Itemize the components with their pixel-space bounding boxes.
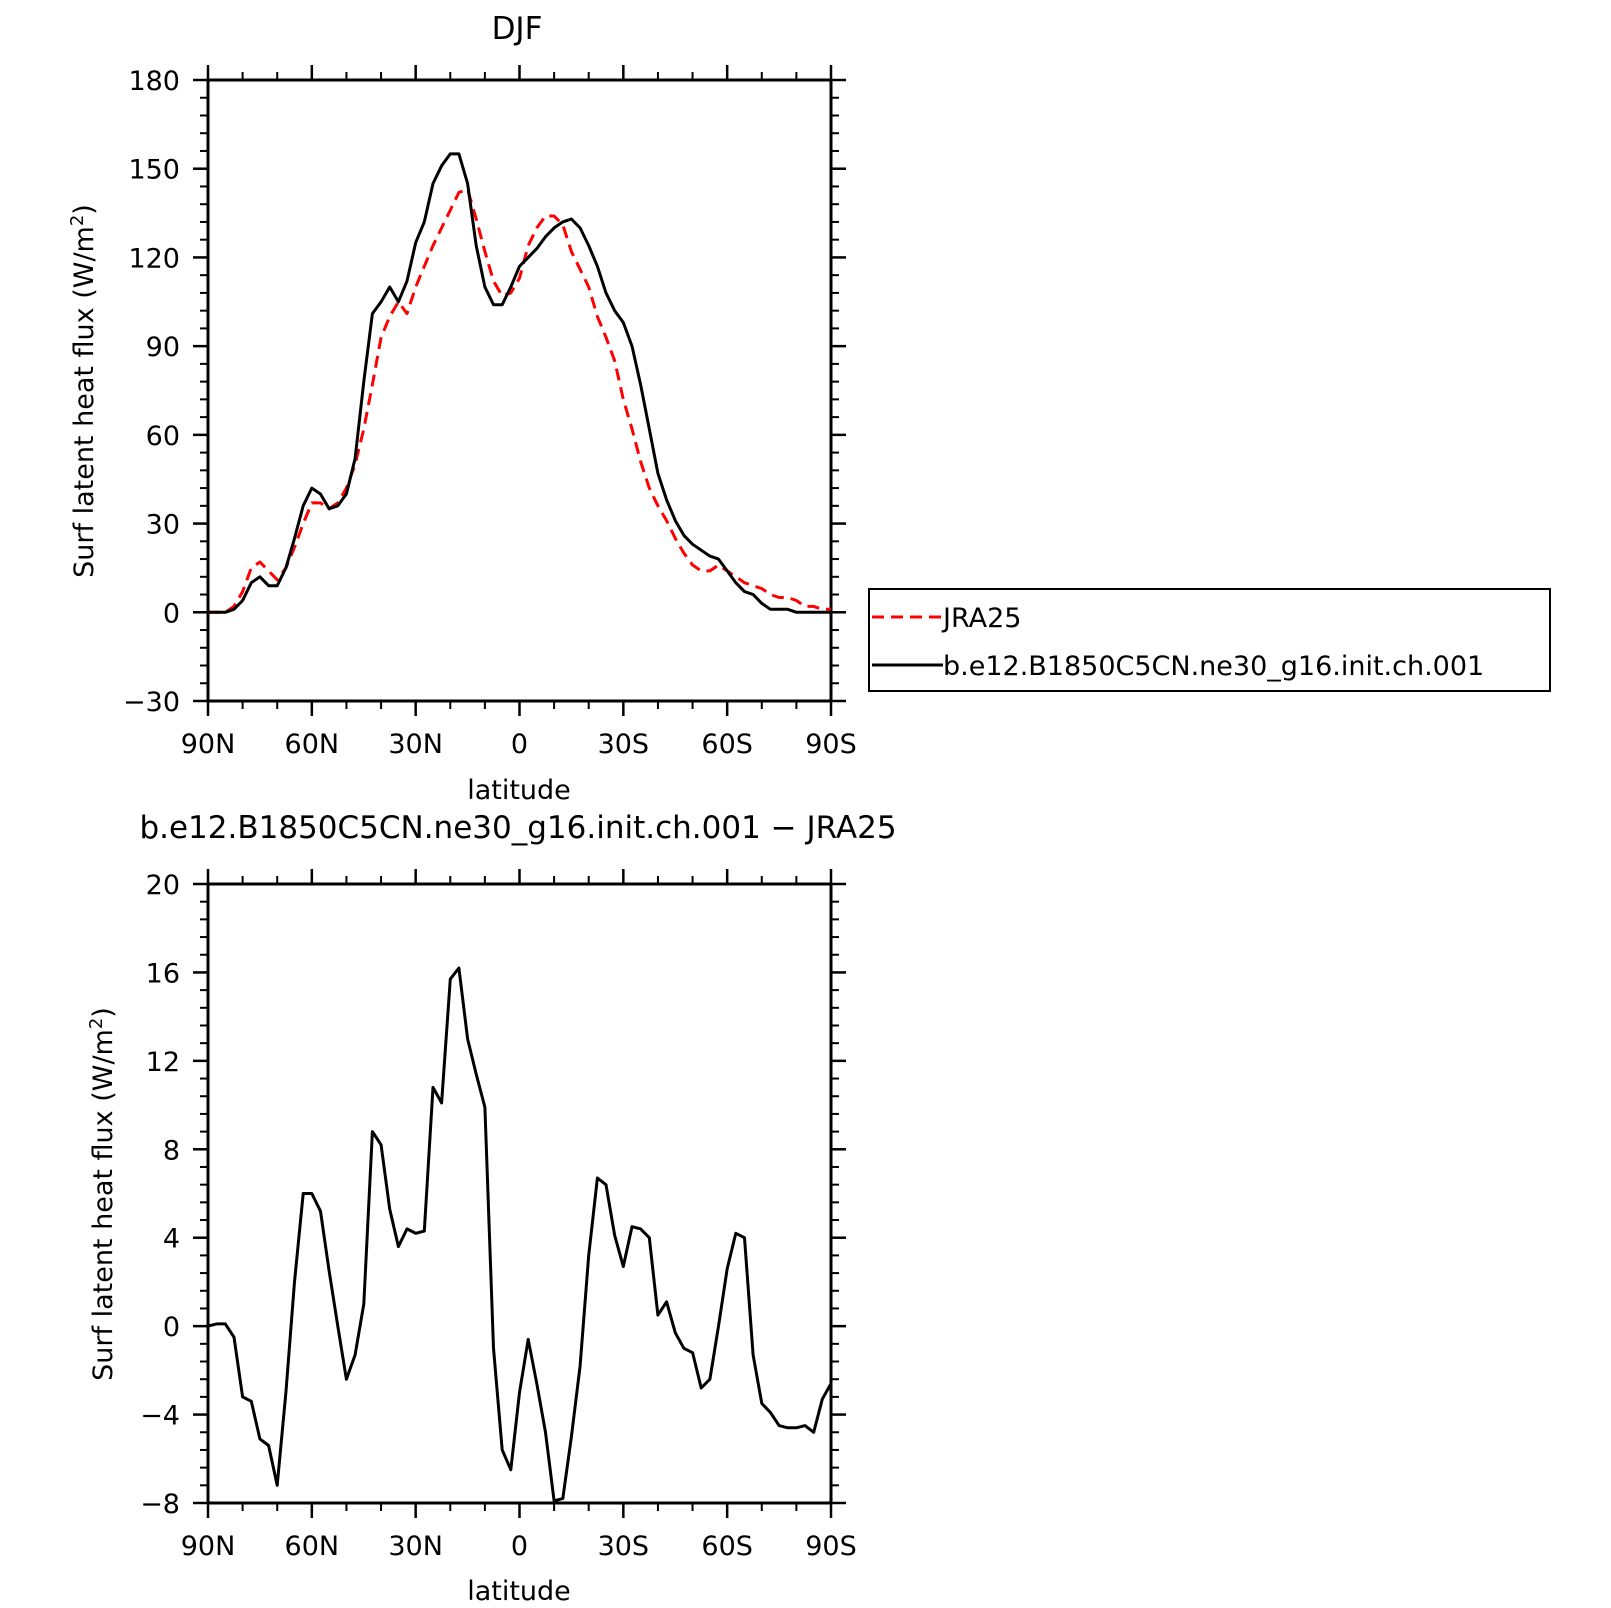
top-y-tick-labels: −30 0 30 60 90 120 150 180 xyxy=(123,66,180,718)
y-tick-label: 0 xyxy=(163,1312,180,1343)
y-tick-label: 90 xyxy=(146,332,180,363)
legend: JRA25 b.e12.B1850C5CN.ne30_g16.init.ch.0… xyxy=(868,588,1551,692)
top-major-ticks xyxy=(193,65,846,716)
bottom-plot-title: b.e12.B1850C5CN.ne30_g16.init.ch.001 − J… xyxy=(139,810,896,846)
legend-box xyxy=(868,588,1551,692)
y-tick-label: 120 xyxy=(128,243,180,274)
x-tick-label: 60S xyxy=(701,1531,753,1562)
y-tick-label: −4 xyxy=(140,1401,180,1432)
y-tick-label: 12 xyxy=(146,1047,180,1078)
top-x-axis-title: latitude xyxy=(467,775,571,806)
y-tick-label: 60 xyxy=(146,421,180,452)
x-tick-label: 90S xyxy=(805,1531,857,1562)
bottom-y-axis-title: Surf latent heat flux (W/m2) xyxy=(86,1007,119,1381)
bottom-x-axis-title: latitude xyxy=(467,1576,571,1607)
y-tick-label: −30 xyxy=(123,687,180,718)
x-tick-label: 60N xyxy=(285,729,340,760)
series-line-model xyxy=(207,966,833,1503)
y-tick-label: 8 xyxy=(163,1135,180,1166)
top-minor-ticks xyxy=(200,72,839,709)
bottom-x-tick-labels: 90N 60N 30N 0 30S 60S 90S xyxy=(181,1531,857,1562)
series-line-jra25 xyxy=(208,187,831,614)
bottom-series-lines xyxy=(207,966,833,1503)
legend-label-jra25: JRA25 xyxy=(941,603,1021,634)
top-plot-frame xyxy=(206,78,833,703)
y-tick-label: 4 xyxy=(163,1224,180,1255)
x-tick-label: 60N xyxy=(285,1531,340,1562)
bottom-major-ticks xyxy=(193,869,846,1518)
y-tick-label: 30 xyxy=(146,510,180,541)
y-tick-label: 150 xyxy=(128,155,180,186)
bottom-minor-ticks xyxy=(200,876,839,1511)
y-tick-label: 180 xyxy=(128,66,180,97)
y-tick-label: −8 xyxy=(140,1489,180,1520)
series-line-model xyxy=(208,152,831,614)
top-x-tick-labels: 90N 60N 30N 0 30S 60S 90S xyxy=(181,729,857,760)
x-tick-label: 90N xyxy=(181,1531,236,1562)
top-series-lines xyxy=(208,152,831,614)
x-tick-label: 30S xyxy=(598,729,650,760)
top-y-axis-title: Surf latent heat flux (W/m2) xyxy=(67,204,100,578)
top-plot-title: DJF xyxy=(492,11,543,47)
x-tick-label: 0 xyxy=(511,1531,528,1562)
top-plot: DJF −30 0 30 60 90 120 150 180 90N 60N 30N 0 30S 60S… xyxy=(67,11,1551,806)
y-tick-label: 16 xyxy=(146,958,180,989)
bottom-y-tick-labels: −8 −4 0 4 8 12 16 20 xyxy=(140,870,180,1520)
x-tick-label: 30N xyxy=(388,729,443,760)
y-tick-label: 20 xyxy=(146,870,180,901)
x-tick-label: 90N xyxy=(181,729,236,760)
legend-label-model: b.e12.B1850C5CN.ne30_g16.init.ch.001 xyxy=(943,651,1484,682)
x-tick-label: 90S xyxy=(805,729,857,760)
x-tick-label: 0 xyxy=(511,729,528,760)
bottom-plot: b.e12.B1850C5CN.ne30_g16.init.ch.001 − J… xyxy=(86,810,897,1607)
x-tick-label: 30S xyxy=(598,1531,650,1562)
x-tick-label: 60S xyxy=(701,729,753,760)
y-tick-label: 0 xyxy=(163,598,180,629)
x-tick-label: 30N xyxy=(388,1531,443,1562)
bottom-plot-frame xyxy=(206,882,833,1505)
